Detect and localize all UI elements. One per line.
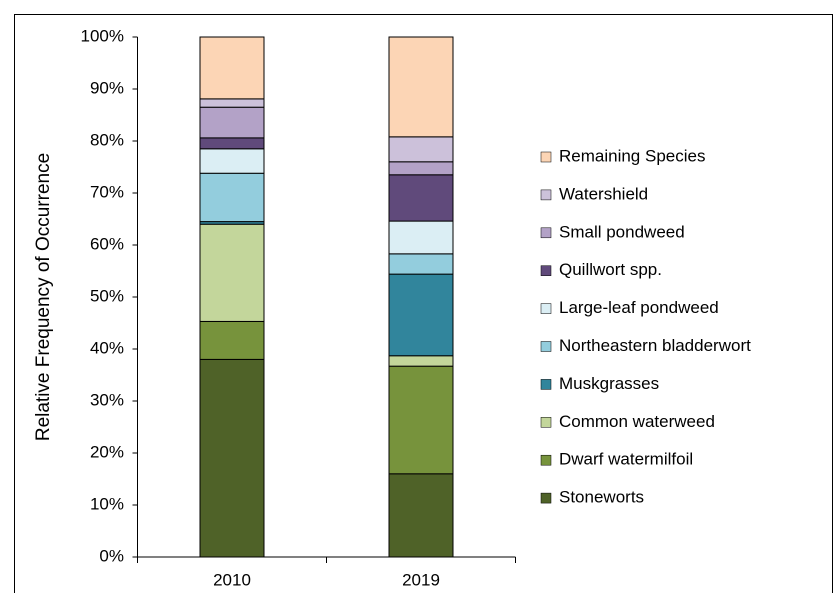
bar-segment: [388, 365, 454, 475]
chart-border: [14, 14, 833, 593]
bar-segment: [388, 273, 454, 357]
bar-segment: [199, 36, 265, 100]
legend-swatch: [540, 227, 552, 239]
bar-segment: [199, 320, 265, 360]
y-tick-label: 80%: [90, 130, 124, 149]
legend-swatch: [540, 454, 552, 466]
y-tick-label: 90%: [90, 78, 124, 97]
legend-swatch: [540, 417, 552, 428]
y-tick-label: 0%: [99, 546, 124, 565]
y-tick-label: 100%: [81, 26, 124, 45]
y-tick-label: 40%: [90, 338, 124, 357]
legend-swatch: [540, 379, 552, 390]
legend-swatch: [540, 303, 552, 314]
legend-label: Muskgrasses: [559, 374, 659, 393]
legend-label: Large-leaf pondweed: [559, 298, 719, 317]
bar-segment: [199, 172, 265, 223]
legend-label: Common waterweed: [559, 412, 715, 431]
bar-segment: [388, 220, 454, 255]
legend-swatch: [540, 151, 552, 163]
legend-swatch: [540, 265, 552, 276]
bar-segment: [388, 473, 454, 558]
legend-swatch: [540, 189, 552, 201]
legend-label: Stoneworts: [559, 488, 644, 507]
bar-segment: [199, 148, 265, 174]
bar-segment: [388, 161, 454, 176]
bar-segment: [199, 223, 265, 322]
bar-segment: [199, 106, 265, 139]
y-tick-label: 20%: [90, 442, 124, 461]
y-axis-title: Relative Frequency of Occurrence: [33, 153, 54, 441]
y-tick-label: 60%: [90, 234, 124, 253]
bar-segment: [388, 174, 454, 222]
bar-segment: [388, 355, 454, 367]
bar-segment: [199, 358, 265, 558]
legend-label: Small pondweed: [559, 222, 685, 241]
bar-segment: [388, 36, 454, 138]
bar-segment: [199, 98, 265, 108]
legend-label: Quillwort spp.: [559, 260, 662, 279]
x-tick-label: 2010: [213, 570, 251, 589]
legend-label: Northeastern bladderwort: [559, 336, 751, 355]
legend-swatch: [540, 492, 552, 504]
bar-segment: [388, 136, 454, 163]
legend-label: Remaining Species: [559, 146, 705, 165]
legend-swatch: [540, 341, 552, 352]
y-tick-label: 50%: [90, 286, 124, 305]
bar-segment: [388, 253, 454, 275]
legend-label: Dwarf watermilfoil: [559, 450, 693, 469]
legend-label: Watershield: [559, 184, 648, 203]
y-tick-label: 10%: [90, 494, 124, 513]
y-tick-label: 70%: [90, 182, 124, 201]
y-tick-label: 30%: [90, 390, 124, 409]
x-tick-label: 2019: [402, 570, 440, 589]
bar-segment: [199, 137, 265, 150]
